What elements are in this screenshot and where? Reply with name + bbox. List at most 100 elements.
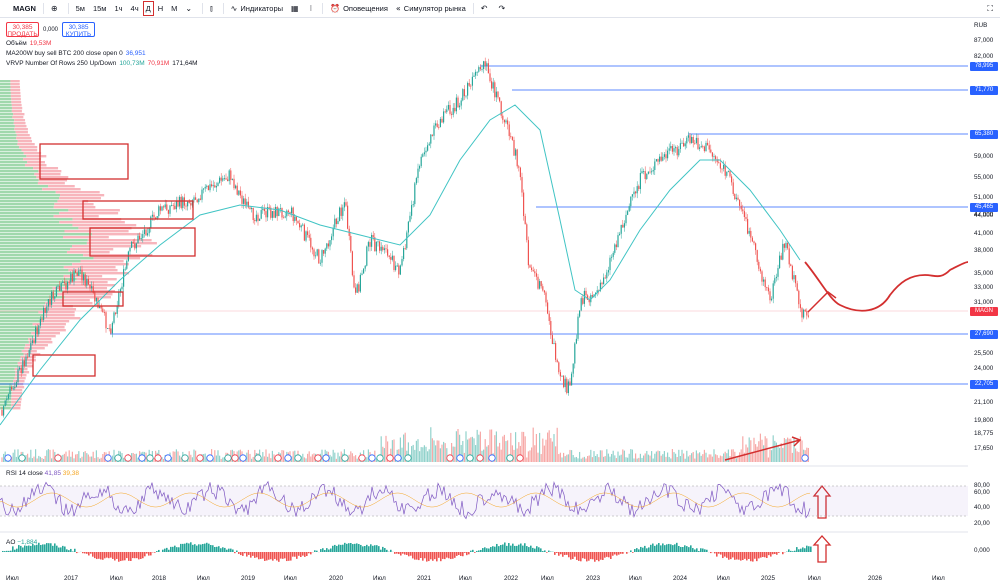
volume-bar [262,452,264,462]
ao-bar [284,552,286,559]
interval-day[interactable]: Д [142,1,154,16]
templates-button[interactable]: ▦ [287,0,306,17]
candle-body [294,216,296,222]
ao-bar [28,545,30,552]
candle-body [707,142,709,146]
interval-1h[interactable]: 1ч [114,4,123,13]
candle-body [676,147,678,156]
interval-month[interactable]: М [171,4,178,13]
volume-bar [175,449,177,462]
undo-button[interactable]: ↶ [477,0,495,17]
vp-up-row [0,218,73,221]
vp-up-row [0,230,65,233]
vrvp-legend[interactable]: VRVP Number Of Rows 250 Up/Down 100,73M 70… [6,60,198,67]
volume-bar [614,455,616,462]
ma-legend[interactable]: MA200W buy sell BTC 200 close open 0 36,9… [6,50,198,57]
rsi-up-arrow [812,484,832,519]
rsi-legend[interactable]: RSI 14 close 41,85 39,38 [6,470,79,477]
volume-bar [555,446,557,462]
ao-bar [586,552,588,562]
ao-bar [718,552,720,554]
volume-bar [76,454,78,462]
vp-up-row [0,263,73,266]
volume-bar [695,450,697,462]
vp-up-row [0,197,60,200]
volume-bar [558,454,560,462]
candle-body [468,82,470,86]
interval-week[interactable]: Н [157,4,164,13]
interval-dropdown[interactable]: ⌄ [181,0,199,17]
ao-bar [204,543,206,552]
more-button[interactable]: ⁝ [306,0,320,17]
candle-body [807,315,809,317]
volume-legend[interactable]: Объём 19,53M [6,40,198,47]
candle-body [655,159,657,162]
event-markers [4,454,809,462]
candle-body [503,119,505,123]
candle-body [318,249,320,264]
candle-body [791,266,793,280]
candle-body [671,145,673,152]
alerts-button[interactable]: ⏰ Оповещения [326,0,392,17]
candle-body [502,115,504,120]
interval-4h[interactable]: 4ч [130,4,139,13]
vp-down-row [26,155,47,158]
symbol-search[interactable]: MAGN [13,4,36,13]
ao-bar [652,543,654,552]
ao-bar [574,552,576,557]
interval-15m[interactable]: 15м [92,4,107,13]
candle-body [134,243,136,249]
candle-body [95,297,97,302]
volume-bar [667,452,669,462]
candle-body [76,272,78,276]
ao-bar [588,552,590,561]
candle-body [203,188,205,190]
vp-up-row [0,308,44,311]
volume-bar [137,457,139,462]
volume-bar [214,450,216,462]
volume-bar [719,455,721,462]
ao-bar [438,552,440,558]
vp-up-row [0,275,64,278]
candle-body [630,196,632,207]
ao-legend[interactable]: AO −1,884 [6,539,37,546]
volume-bar [644,453,646,462]
redo-button[interactable]: ↷ [494,0,512,17]
indicators-button[interactable]: ∿ Индикаторы [227,0,287,17]
interval-5m[interactable]: 5м [75,4,85,13]
volume-bar [599,450,601,462]
candle-body [694,142,696,144]
vp-up-row [0,80,11,83]
ao-bar [114,552,116,561]
vp-down-row [57,200,89,203]
vp-down-row [24,347,45,350]
ao-bar [792,551,794,552]
ma-value: 36,951 [125,50,146,57]
volume-bar [431,438,433,462]
compare-button[interactable]: ⊕ [47,0,65,17]
fullscreen-button[interactable]: ⛶ [983,0,1000,17]
candle-body [623,223,625,228]
candle-body [662,156,664,161]
candle-body [171,205,173,206]
chart-type-button[interactable]: ⫾ [206,0,220,17]
candle-body [167,209,169,214]
buy-button[interactable]: 30,385 КУПИТЬ [62,22,96,38]
vp-up-row [0,206,54,209]
vp-up-row [0,164,25,167]
sell-button[interactable]: 30,385 ПРОДАТЬ [6,22,39,38]
candle-body [497,91,499,98]
replay-button[interactable]: «Симулятор рынка [392,0,470,17]
vp-down-row [14,128,28,131]
candle-body [427,145,429,151]
ao-bar [602,552,604,560]
candle-body [711,152,713,157]
volume-bar [526,457,528,462]
candle-body [779,255,781,269]
ao-bar [120,552,122,562]
ao-bar [36,544,38,552]
vp-up-row [0,209,69,212]
vp-up-row [0,374,16,377]
volume-bar [38,455,40,462]
